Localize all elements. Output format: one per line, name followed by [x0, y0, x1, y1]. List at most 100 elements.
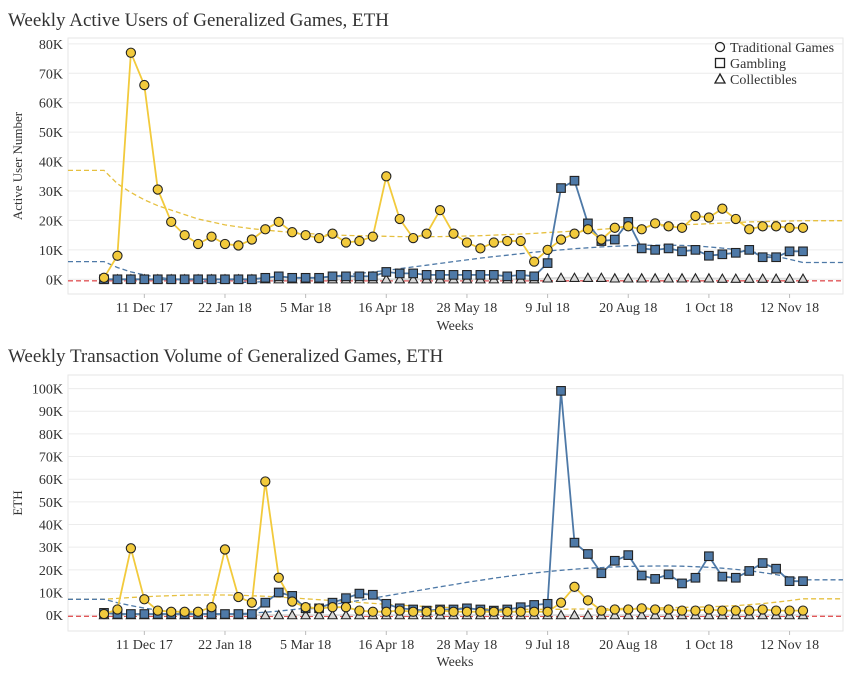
data-point-traditional — [273, 572, 284, 583]
data-point-gambling — [273, 587, 284, 598]
y-tick-label: 30K — [39, 541, 63, 556]
y-tick-label: 80K — [39, 428, 63, 443]
y-axis-label: ETH — [10, 490, 25, 515]
x-tick-label: 22 Jan 18 — [198, 638, 252, 653]
y-tick-label: 20K — [39, 214, 63, 229]
data-point-traditional — [381, 171, 392, 182]
data-point-collectibles — [407, 273, 419, 284]
y-tick-label: 80K — [39, 38, 63, 53]
data-point-gambling — [193, 274, 203, 285]
chart-title: Weekly Active Users of Generalized Games… — [8, 10, 389, 31]
x-tick-label: 1 Oct 18 — [685, 638, 733, 653]
data-point-traditional — [730, 605, 741, 616]
y-tick-labels: 0K 10K 20K 30K 40K 50K 60K 70K 80K 90K 100K — [32, 383, 63, 625]
data-point-traditional — [381, 606, 392, 617]
data-point-traditional — [515, 606, 526, 617]
data-point-traditional — [636, 603, 647, 614]
data-point-gambling — [771, 252, 781, 263]
legend-triangle-icon — [713, 72, 727, 84]
data-point-traditional — [421, 228, 432, 239]
data-point-gambling — [220, 609, 230, 619]
x-tick-label: 12 Nov 18 — [760, 301, 819, 316]
data-point-traditional — [340, 237, 352, 248]
data-point-traditional — [313, 232, 325, 244]
data-point-traditional — [744, 605, 755, 616]
x-tick-label: 28 May 18 — [437, 301, 498, 316]
y-tick-label: 10K — [39, 586, 63, 601]
data-point-traditional — [582, 224, 594, 235]
x-tick-label: 11 Dec 17 — [116, 638, 173, 653]
data-point-gambling — [730, 247, 741, 258]
y-tick-label: 0K — [46, 609, 63, 624]
data-point-traditional — [434, 605, 446, 616]
data-point-gambling — [690, 572, 701, 583]
data-point-traditional — [502, 235, 513, 247]
legend-circle-icon — [714, 41, 726, 53]
data-point-gambling — [408, 268, 419, 279]
y-tick-label: 0K — [46, 273, 63, 288]
y-tick-label: 50K — [39, 126, 63, 141]
x-tick-label: 16 Apr 18 — [358, 301, 414, 316]
data-point-gambling — [744, 245, 755, 255]
data-point-gambling — [569, 537, 580, 548]
data-point-collectibles — [676, 272, 688, 283]
data-point-traditional — [488, 237, 499, 248]
data-point-gambling — [300, 272, 311, 283]
data-point-traditional — [663, 221, 674, 232]
data-point-traditional — [152, 605, 163, 616]
data-point-gambling — [771, 563, 781, 574]
data-point-traditional — [475, 243, 486, 254]
data-point-traditional — [623, 604, 634, 615]
data-point-gambling — [247, 274, 257, 285]
data-point-collectibles — [770, 272, 782, 283]
legend-label-collectibles: Collectibles — [730, 73, 797, 88]
data-point-traditional — [636, 224, 647, 235]
data-point-traditional — [192, 238, 204, 250]
data-point-traditional — [112, 250, 123, 261]
data-point-traditional — [529, 606, 540, 617]
data-point-collectibles — [636, 272, 648, 283]
data-point-gambling — [314, 272, 324, 283]
data-point-traditional — [730, 213, 741, 225]
data-point-collectibles — [555, 272, 567, 282]
data-point-gambling — [152, 274, 163, 285]
data-point-traditional — [757, 221, 768, 232]
data-point-traditional — [434, 204, 446, 216]
data-point-traditional — [152, 184, 163, 195]
data-point-collectibles — [649, 609, 661, 620]
data-point-traditional — [757, 604, 768, 615]
data-point-gambling — [233, 274, 244, 285]
data-point-traditional — [649, 218, 661, 229]
data-markers — [98, 47, 809, 285]
data-point-traditional — [529, 256, 540, 267]
chart-transaction-volume: Weekly Transaction Volume of Generalized… — [8, 346, 844, 670]
data-point-collectibles — [326, 609, 339, 620]
data-point-collectibles — [743, 272, 755, 283]
data-point-traditional — [112, 604, 123, 615]
data-point-gambling — [206, 274, 217, 285]
data-point-gambling — [542, 258, 553, 268]
data-point-gambling — [287, 272, 298, 283]
data-point-traditional — [703, 604, 715, 615]
y-tick-label: 90K — [39, 405, 63, 420]
data-point-collectibles — [757, 272, 769, 283]
data-point-traditional — [139, 594, 150, 605]
data-point-traditional — [555, 597, 567, 608]
x-tick-label: 22 Jan 18 — [198, 301, 252, 316]
data-point-collectibles — [568, 272, 581, 282]
data-point-traditional — [300, 602, 311, 613]
data-point-traditional — [717, 203, 728, 214]
data-point-gambling — [636, 243, 647, 254]
data-point-gambling — [488, 270, 499, 280]
x-tick-label: 5 Mar 18 — [280, 301, 331, 316]
data-point-traditional — [717, 605, 728, 616]
data-point-gambling — [677, 246, 687, 257]
data-point-traditional — [408, 606, 419, 617]
data-point-traditional — [125, 543, 137, 554]
data-point-traditional — [542, 606, 553, 617]
data-point-traditional — [488, 606, 499, 617]
data-point-gambling — [717, 571, 728, 582]
data-point-traditional — [515, 235, 526, 247]
data-point-collectibles — [663, 272, 675, 283]
